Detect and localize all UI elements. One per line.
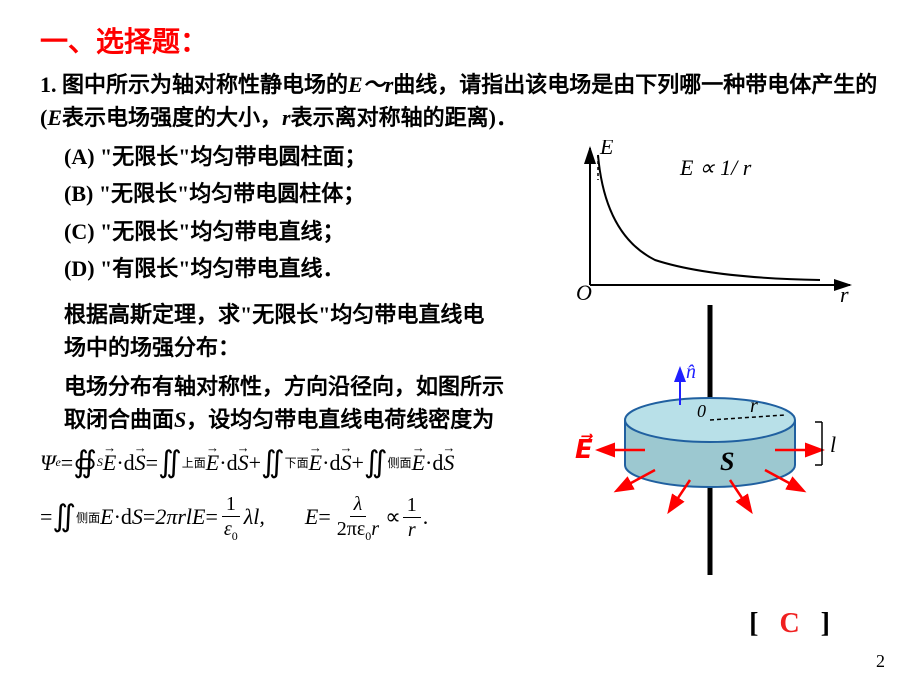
svg-text:S: S	[720, 447, 734, 476]
answer-close: ]	[821, 608, 830, 639]
graph-rel-label: E ∝ 1/ r	[679, 155, 752, 180]
svg-text:r: r	[750, 395, 758, 417]
explain-1: 根据高斯定理，求"无限长"均匀带电直线电场中的场强分布：	[64, 298, 504, 364]
q-r: r	[282, 105, 291, 130]
svg-text:E⃗: E⃗	[575, 433, 594, 464]
cylinder-diagram: r 0 n̂ E⃗ S l	[540, 300, 870, 580]
answer-val: C	[779, 608, 799, 639]
graph-E-label: E	[599, 140, 614, 159]
question-text: 1. 图中所示为轴对称性静电场的E～r曲线，请指出该电场是由下列哪一种带电体产生…	[40, 68, 880, 134]
answer-box: [ C ]	[749, 608, 830, 640]
svg-text:0: 0	[697, 401, 706, 421]
page-number: 2	[876, 651, 885, 672]
explain-2: 电场分布有轴对称性，方向沿径向，如图所示取闭合曲面S，设均匀带电直线电荷线密度为	[64, 370, 504, 436]
section-title: 一、选择题：	[40, 20, 880, 60]
q-d: 表示离对称轴的距离)．	[291, 105, 518, 130]
q-a: 图中所示为轴对称性静电场的	[62, 72, 348, 97]
q-c: 表示电场强度的大小，	[62, 105, 282, 130]
er-graph: E r O E ∝ 1/ r	[560, 140, 860, 305]
q-Er: E～r	[348, 72, 393, 97]
svg-text:n̂: n̂	[686, 361, 696, 383]
q-num: 1.	[40, 72, 62, 97]
svg-text:l: l	[830, 432, 836, 457]
answer-open: [	[749, 608, 758, 639]
q-E: E	[47, 105, 62, 130]
